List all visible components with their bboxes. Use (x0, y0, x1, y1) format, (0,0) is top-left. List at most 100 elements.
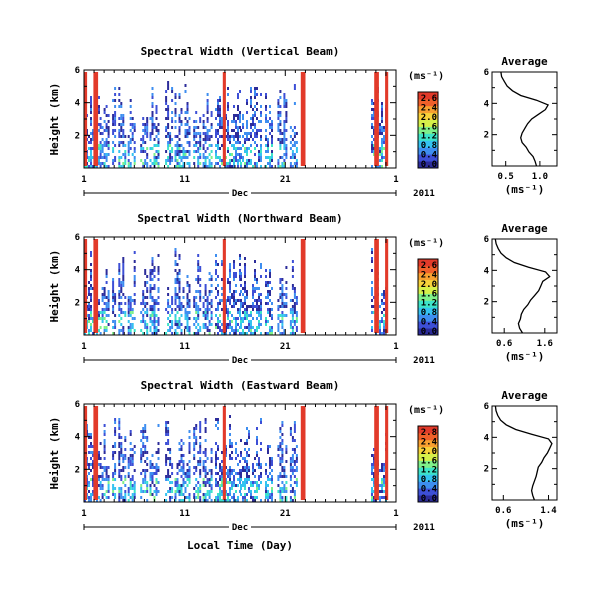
heatmap-cell (260, 111, 262, 114)
heatmap-cell (184, 90, 187, 93)
heatmap-cell (281, 165, 284, 168)
heatmap-cell (239, 460, 241, 463)
heatmap-cell (235, 159, 237, 162)
heatmap-cell (103, 153, 106, 156)
colorbar-tick-label: 0.8 (421, 475, 437, 485)
heatmap-cell (277, 445, 280, 448)
heatmap-cell (254, 147, 256, 150)
heatmap-cell (112, 475, 115, 478)
heatmap-cell (199, 457, 202, 460)
heatmap-cell (258, 323, 260, 326)
heatmap-cell (142, 150, 145, 153)
heatmap-cell (131, 317, 134, 320)
heatmap-cell (176, 278, 179, 281)
heatmap-cell (120, 123, 123, 126)
heatmap-cell (252, 108, 254, 111)
heatmap-cell (146, 308, 149, 311)
heatmap-cell (92, 156, 94, 159)
heatmap-cell (90, 317, 92, 320)
heatmap-cell (184, 117, 187, 120)
heatmap-cell (92, 320, 94, 323)
heatmap-cell (206, 305, 209, 308)
heatmap-cell (202, 126, 205, 129)
heatmap-cell (293, 308, 296, 311)
heatmap-cell (233, 162, 235, 165)
heatmap-cell (215, 457, 217, 460)
heatmap-cell (118, 499, 121, 502)
heatmap-cell (174, 302, 177, 305)
heatmap-cell (140, 448, 143, 451)
heatmap-cell (188, 141, 191, 144)
heatmap-cell (217, 323, 219, 326)
heatmap-cell (229, 302, 231, 305)
heatmap-cell (153, 275, 156, 278)
colorbar-swatch (418, 119, 438, 127)
heatmap-cell (256, 436, 258, 439)
heatmap-cell (235, 141, 237, 144)
heatmap-cell (193, 430, 196, 433)
heatmap-cell (279, 305, 282, 308)
heatmap-cell (229, 478, 231, 481)
heatmap-cell (155, 466, 158, 469)
heatmap-cell (186, 162, 189, 165)
heatmap-cell (277, 308, 280, 311)
heatmap-cell (210, 278, 213, 281)
heatmap-cell (258, 326, 260, 329)
heatmap-cell (379, 159, 381, 162)
heatmap-cell (229, 263, 231, 266)
heatmap-cell (250, 493, 252, 496)
heatmap-cell (99, 147, 102, 150)
colorbar-unit: (ms⁻¹) (408, 71, 444, 82)
heatmap-cell (215, 150, 217, 153)
heatmap-cell (291, 144, 294, 147)
heatmap-cell (217, 427, 219, 430)
heatmap-cell (199, 496, 202, 499)
heatmap-strip (222, 406, 226, 500)
heatmap-cell (291, 299, 294, 302)
heatmap-cell (206, 472, 209, 475)
heatmap-cell (153, 305, 156, 308)
heatmap-cell (237, 138, 239, 141)
heatmap-cell (129, 296, 132, 299)
heatmap-cell (291, 284, 294, 287)
heatmap-cell (176, 147, 179, 150)
heatmap-cell (155, 463, 158, 466)
heatmap-cell (202, 484, 205, 487)
heatmap-cell (256, 463, 258, 466)
heatmap-cell (221, 490, 223, 493)
heatmap-strip (93, 72, 99, 166)
heatmap-cell (122, 293, 125, 296)
heatmap-cell (195, 111, 198, 114)
heatmap-cell (103, 156, 106, 159)
heatmap-cell (281, 469, 284, 472)
heatmap-cell (98, 451, 100, 454)
colorbar-tick-label: 1.6 (421, 456, 437, 466)
colorbar-swatch (418, 147, 438, 155)
heatmap-cell (256, 281, 258, 284)
heatmap-cell (252, 481, 254, 484)
heatmap-cell (233, 475, 235, 478)
heatmap-cell (144, 326, 147, 329)
heatmap-cell (167, 165, 170, 168)
heatmap-cell (118, 490, 121, 493)
heatmap-cell (188, 317, 191, 320)
heatmap-cell (237, 317, 239, 320)
heatmap-cell (248, 466, 250, 469)
heatmap-cell (265, 487, 267, 490)
heatmap-cell (269, 493, 271, 496)
heatmap-cell (229, 296, 231, 299)
heatmap-cell (193, 472, 196, 475)
heatmap-cell (105, 144, 108, 147)
heatmap-cell (235, 150, 237, 153)
colorbar-tick-label: 1.2 (421, 466, 437, 476)
heatmap-cell (242, 123, 244, 126)
heatmap-cell (231, 296, 233, 299)
heatmap-cell (155, 117, 158, 120)
heatmap-cell (217, 132, 219, 135)
heatmap-cell (244, 442, 246, 445)
heatmap-cell (142, 478, 145, 481)
heatmap-cell (293, 87, 296, 90)
heatmap-cell (127, 159, 130, 162)
heatmap-cell (295, 299, 298, 302)
heatmap-cell (99, 311, 102, 314)
